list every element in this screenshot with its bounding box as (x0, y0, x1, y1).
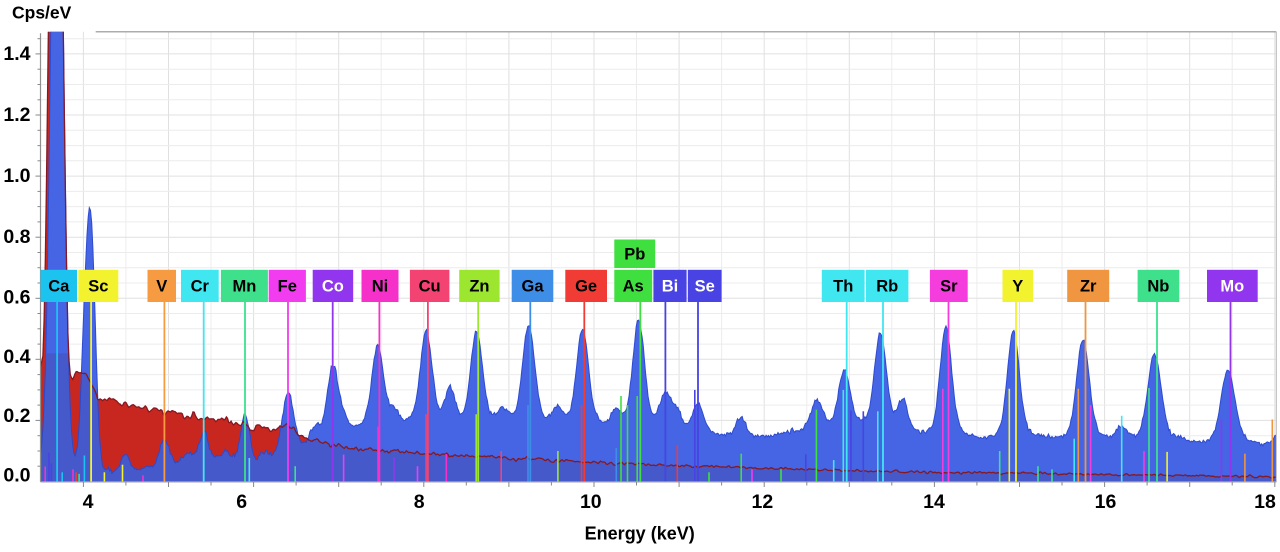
svg-text:12: 12 (752, 491, 774, 513)
svg-text:1.2: 1.2 (3, 104, 30, 126)
svg-text:Se: Se (695, 278, 715, 296)
svg-text:Sc: Sc (88, 278, 108, 296)
svg-text:Cu: Cu (419, 278, 441, 296)
svg-text:Cps/eV: Cps/eV (12, 3, 72, 23)
svg-text:0.8: 0.8 (3, 226, 30, 248)
svg-text:Mn: Mn (232, 278, 256, 296)
svg-text:Fe: Fe (278, 278, 297, 296)
svg-text:Rb: Rb (876, 278, 898, 296)
svg-text:8: 8 (414, 491, 425, 513)
svg-text:Bi: Bi (662, 278, 679, 296)
svg-text:V: V (156, 278, 167, 296)
svg-text:Ga: Ga (521, 278, 544, 296)
svg-text:Sr: Sr (940, 278, 958, 296)
svg-text:Ge: Ge (575, 278, 597, 296)
svg-text:1.0: 1.0 (3, 165, 30, 187)
svg-text:14: 14 (923, 491, 945, 513)
svg-text:16: 16 (1095, 491, 1117, 513)
svg-text:1.4: 1.4 (3, 43, 30, 65)
svg-text:As: As (623, 278, 644, 296)
svg-text:Ca: Ca (48, 278, 70, 296)
svg-text:0.6: 0.6 (3, 287, 30, 309)
svg-text:10: 10 (580, 491, 602, 513)
svg-text:18: 18 (1254, 491, 1276, 513)
svg-text:Nb: Nb (1147, 278, 1169, 296)
svg-text:0.4: 0.4 (3, 346, 30, 368)
svg-text:Ni: Ni (372, 278, 389, 296)
svg-text:4: 4 (83, 491, 94, 513)
svg-text:Zn: Zn (469, 278, 489, 296)
svg-text:Th: Th (833, 278, 853, 296)
svg-text:0.2: 0.2 (3, 405, 30, 427)
svg-text:Cr: Cr (191, 278, 210, 296)
svg-text:0.0: 0.0 (3, 464, 30, 486)
svg-text:Zr: Zr (1080, 278, 1097, 296)
svg-text:Co: Co (322, 278, 344, 296)
svg-text:Energy (keV): Energy (keV) (585, 524, 695, 544)
svg-text:Mo: Mo (1220, 278, 1244, 296)
svg-text:Pb: Pb (624, 246, 645, 264)
svg-text:Y: Y (1012, 278, 1023, 296)
svg-text:6: 6 (236, 491, 247, 513)
